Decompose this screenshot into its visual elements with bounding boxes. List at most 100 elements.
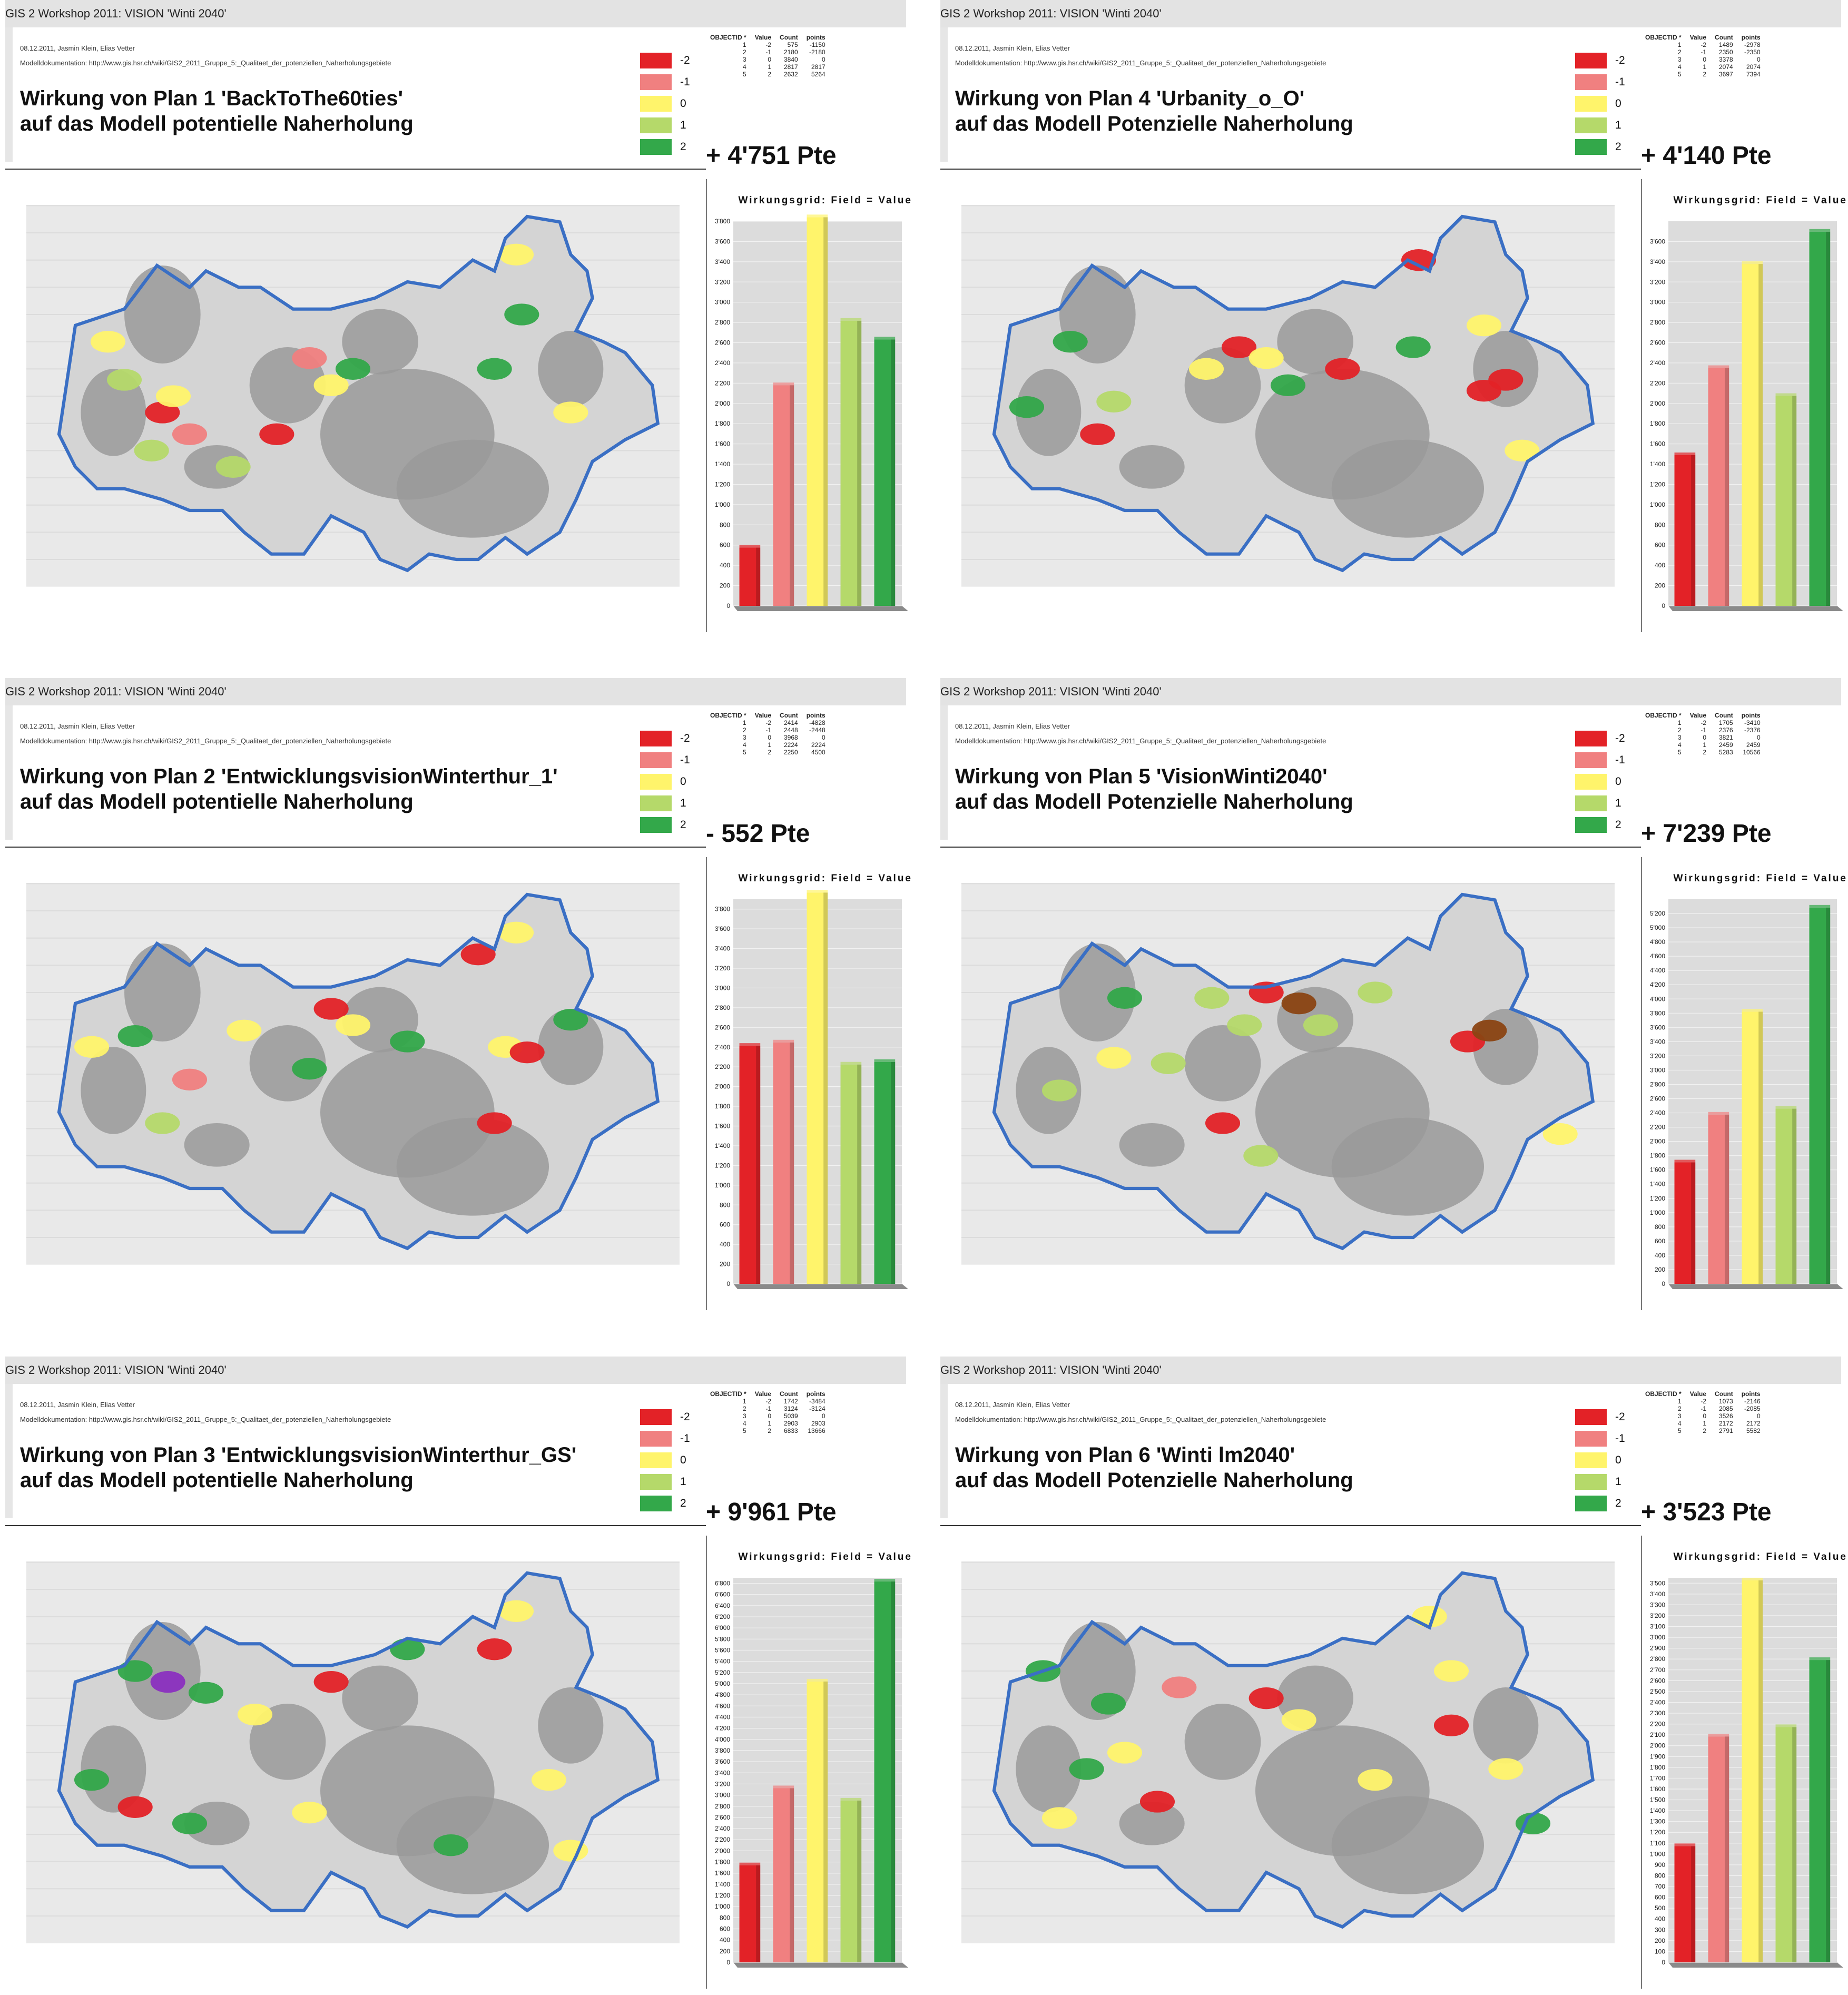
table-row: 3 0 3968 0: [706, 734, 830, 741]
table-cell: 3821: [1719, 734, 1733, 741]
effect-patch: [150, 1671, 185, 1693]
chart-bar: [1674, 1162, 1696, 1284]
bar-chart-svg: 0 200 400 600 800 1'000 1'200 1'400 1'600 1'800 2'…: [715, 214, 908, 611]
y-tick-label: 6'200: [715, 1613, 730, 1620]
table-cell: 1: [1678, 719, 1682, 726]
model-documentation-link[interactable]: Modelldokumentation: http://www.gis.hsr.…: [955, 737, 1326, 745]
model-documentation-link[interactable]: Modelldokumentation: http://www.gis.hsr.…: [955, 1416, 1326, 1423]
effect-patch: [1249, 347, 1284, 369]
legend-label: 2: [1615, 1497, 1621, 1509]
y-tick-label: 3'800: [715, 906, 730, 913]
legend-swatch: [640, 1452, 672, 1468]
table-row: 3 0 3526 0: [1641, 1412, 1765, 1420]
table-header-row: OBJECTID * Value Count points: [1641, 712, 1765, 719]
table-cell: -1: [765, 726, 772, 734]
table-header-cell: OBJECTID *: [1645, 34, 1682, 41]
chart-bar-top: [739, 1862, 761, 1865]
effect-patch: [1205, 1112, 1241, 1134]
chart-bar-top: [1775, 1106, 1797, 1109]
effect-patch: [553, 401, 588, 424]
y-tick-label: 2'800: [1650, 319, 1665, 326]
y-tick-label: 1'400: [1650, 1181, 1665, 1188]
y-tick-label: 800: [720, 1201, 730, 1208]
chart-bar-shade: [1691, 455, 1696, 606]
table-cell: -2350: [1744, 48, 1761, 56]
forest-area: [396, 1796, 549, 1894]
legend-label: 0: [680, 1454, 686, 1466]
y-tick-label: 400: [720, 562, 730, 569]
map-svg: [26, 1561, 680, 1943]
table-cell: 1: [1678, 1398, 1682, 1405]
y-tick-label: 1'800: [715, 1859, 730, 1866]
table-row: 4 1 2817 2817: [706, 63, 830, 71]
y-tick-label: 2'100: [1650, 1731, 1665, 1738]
table-row: 5 2 5283 10566: [1641, 749, 1765, 756]
y-tick-label: 0: [726, 1959, 730, 1966]
effect-patch: [477, 1638, 512, 1660]
y-tick-label: 3'800: [715, 1747, 730, 1754]
table-cell: 2350: [1719, 48, 1733, 56]
model-documentation-link[interactable]: Modelldokumentation: http://www.gis.hsr.…: [20, 59, 391, 67]
legend-label: -1: [1615, 754, 1625, 766]
table-header-cell: Count: [780, 34, 798, 41]
table-cell: 4: [1678, 1420, 1682, 1427]
effect-patch: [1194, 987, 1230, 1009]
legend-label: -2: [680, 1411, 690, 1423]
table-cell: 5283: [1719, 749, 1733, 756]
forest-area: [1119, 445, 1185, 489]
chart-bar-shade: [857, 320, 862, 606]
y-tick-label: 600: [1655, 1894, 1665, 1901]
model-documentation-link[interactable]: Modelldokumentation: http://www.gis.hsr.…: [20, 1416, 391, 1423]
header-bar: GIS 2 Workshop 2011: VISION 'Winti 2040': [5, 678, 906, 705]
y-tick-label: 1'400: [715, 460, 730, 468]
table-cell: 2250: [784, 749, 798, 756]
model-documentation-link[interactable]: Modelldokumentation: http://www.gis.hsr.…: [20, 737, 391, 745]
header-bar: GIS 2 Workshop 2011: VISION 'Winti 2040': [5, 0, 906, 27]
table-cell: 4: [743, 63, 746, 71]
chart-panel: Wirkungsgrid: Field = Value 0 200 400 600 800…: [1641, 179, 1847, 632]
legend-swatch: [640, 752, 672, 768]
chart-bar-shade: [1691, 1846, 1696, 1962]
y-tick-label: 1'400: [715, 1881, 730, 1888]
map-svg: [961, 883, 1615, 1265]
chart-title: Wirkungsgrid: Field = Value: [1673, 873, 1847, 884]
y-tick-label: 1'500: [1650, 1796, 1665, 1804]
model-documentation-link[interactable]: Modelldokumentation: http://www.gis.hsr.…: [955, 59, 1326, 67]
effect-patch: [498, 243, 534, 266]
table-header-cell: OBJECTID *: [710, 34, 746, 41]
plan-title: Wirkung von Plan 2 'EntwicklungsvisionWi…: [20, 765, 558, 813]
chart-bar-top: [1742, 1577, 1763, 1580]
table-cell: 0: [768, 734, 772, 741]
attribute-table: OBJECTID * Value Count points 1 -2 1705 -3410 2 -…: [1641, 712, 1765, 756]
effect-patch: [106, 369, 142, 391]
chart-bar: [739, 547, 761, 606]
table-cell: 5: [743, 1427, 746, 1434]
y-tick-label: 1'000: [715, 1182, 730, 1189]
bar-chart-svg: 0 200 400 600 800 1'000 1'200 1'400 1'600 1'800 2'…: [1650, 899, 1843, 1289]
y-tick-label: 3'000: [715, 984, 730, 991]
effect-patch: [1281, 1709, 1316, 1731]
table-header-cell: Count: [1715, 712, 1733, 719]
chart-bar: [773, 1042, 794, 1284]
y-tick-label: 200: [1655, 582, 1665, 589]
table-cell: 0: [822, 56, 825, 63]
table-header-cell: Count: [780, 1390, 798, 1398]
legend-swatch: [1575, 117, 1607, 133]
legend-label: -2: [1615, 1411, 1625, 1423]
effect-patch: [134, 439, 169, 461]
effect-patch: [227, 1019, 262, 1041]
table-cell: 4: [743, 741, 746, 749]
legend-label: 2: [680, 141, 686, 153]
table-cell: 3: [1678, 56, 1682, 63]
y-tick-label: 1'800: [715, 420, 730, 427]
date-authors: 08.12.2011, Jasmin Klein, Elias Vetter: [955, 1401, 1070, 1409]
table-cell: 4: [1678, 63, 1682, 71]
y-tick-label: 1'000: [715, 1903, 730, 1910]
chart-bar: [773, 385, 794, 606]
effect-patch: [1466, 315, 1502, 337]
table-cell: -1150: [809, 41, 825, 48]
legend-swatch: [640, 817, 672, 833]
table-cell: 3378: [1719, 56, 1733, 63]
table-cell: 10566: [1743, 749, 1761, 756]
y-tick-label: 2'800: [715, 1803, 730, 1810]
